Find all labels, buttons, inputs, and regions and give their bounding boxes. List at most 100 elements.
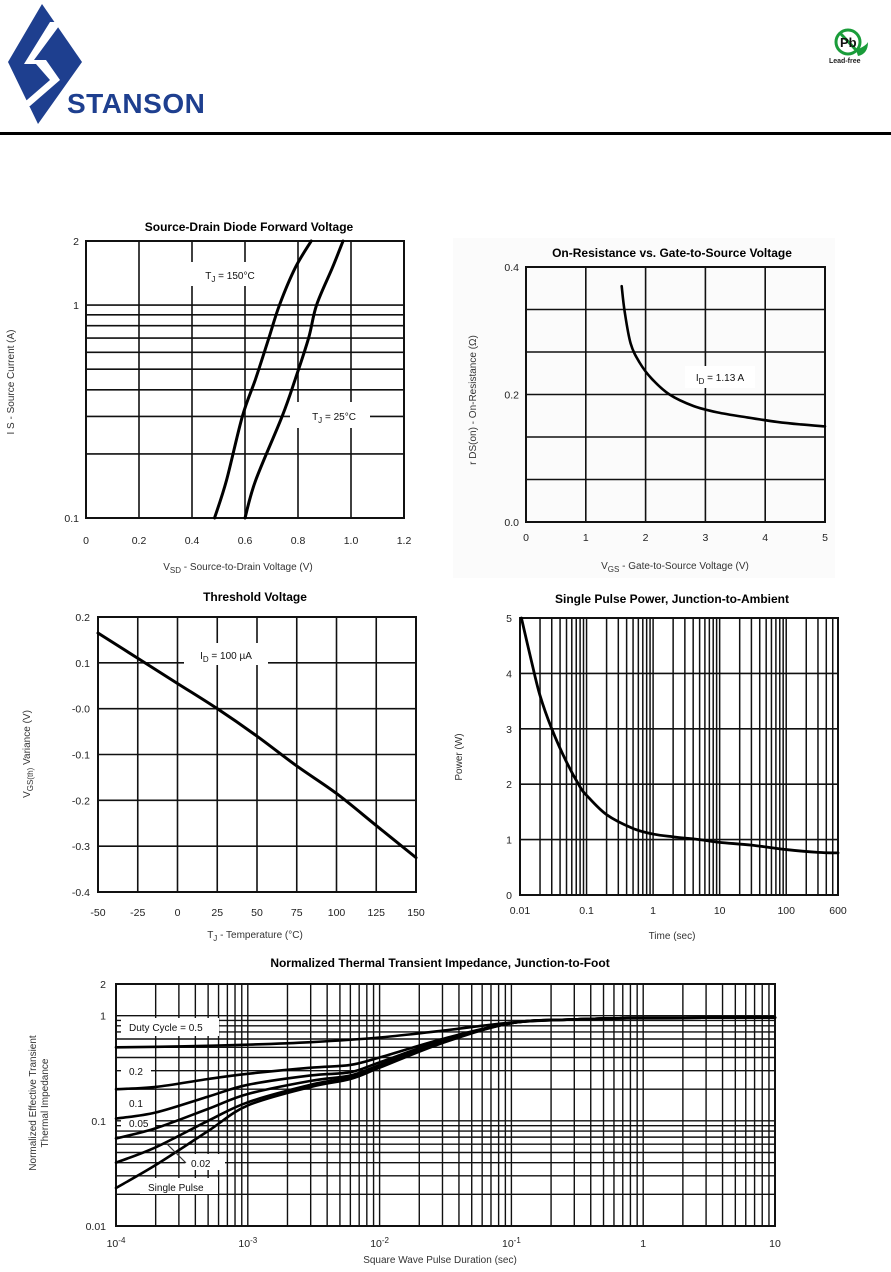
- rdson-curve: [620, 284, 827, 428]
- y-tick-label: -0.2: [72, 795, 90, 807]
- y-axis-label: I S - Source Current (A): [6, 329, 17, 434]
- y-tick-label: 1: [506, 835, 512, 847]
- y-tick-label: 2: [100, 979, 106, 991]
- label-background: [185, 1154, 225, 1170]
- lead-free-badge-icon: Pb: [834, 28, 868, 56]
- y-tick-label: -0.3: [72, 841, 90, 853]
- label-background: [190, 262, 272, 286]
- curve-label-150c: TJ = 150°C: [205, 271, 254, 284]
- y-tick-label: 0.2: [504, 390, 519, 402]
- chart-on-resistance: ID = 1.13 A On-Resistance vs. Gate-to-Sou…: [468, 246, 828, 574]
- lead-symbol: Pb: [840, 35, 857, 50]
- y-tick-label: 2: [506, 779, 512, 791]
- y-tick-label: 0.0: [504, 517, 519, 529]
- x-tick-label: 10-4: [107, 1236, 126, 1250]
- x-tick-label: 0: [523, 532, 529, 544]
- x-tick-label: 1: [640, 1238, 646, 1250]
- x-tick-label: 100: [777, 905, 795, 917]
- power-curve: [520, 616, 840, 855]
- x-tick-label: 3: [702, 532, 708, 544]
- x-tick-label: 0.1: [579, 905, 594, 917]
- x-tick-label: 100: [328, 907, 346, 919]
- plot-frame: [519, 617, 839, 896]
- y-tick-label: 1: [100, 1011, 106, 1023]
- y-axis-label: Power (W): [454, 733, 465, 780]
- x-tick-label: 0.2: [132, 535, 147, 547]
- y-tick-label: 4: [506, 668, 512, 680]
- plot-frame: [525, 266, 826, 523]
- y-axis-label: r DS(on) - On-Resistance (Ω): [468, 335, 479, 465]
- y-tick-label: 0.1: [64, 513, 79, 525]
- x-tick-label: 10-3: [238, 1236, 257, 1250]
- x-tick-label: 5: [822, 532, 828, 544]
- curve-label-single-pulse: Single Pulse: [148, 1183, 204, 1194]
- label-background: [140, 1178, 218, 1194]
- chart-single-pulse-power: Single Pulse Power, Junction-to-Ambient 0…: [454, 592, 847, 942]
- x-tick-label: 10-2: [370, 1236, 389, 1250]
- vth-line: [96, 631, 418, 860]
- label-background: [184, 643, 268, 665]
- label-background: [121, 1094, 151, 1110]
- chart-diode-forward-voltage: TJ = 150°C TJ = 25°C Source-Drain Diode Fo…: [6, 220, 411, 575]
- chart-title: On-Resistance vs. Gate-to-Source Voltage: [552, 246, 792, 260]
- y-axis-label-line2: Thermal Impedance: [40, 1058, 51, 1147]
- brand-name: STANSON: [67, 88, 206, 119]
- y-axis-label: VGS(th) Variance (V): [22, 710, 35, 798]
- y-tick-label: 0.1: [91, 1116, 106, 1128]
- x-tick-label: 0: [175, 907, 181, 919]
- y-tick-label: 2: [73, 236, 79, 248]
- x-axis-label: TJ - Temperature (°C): [207, 930, 303, 943]
- x-tick-label: 75: [291, 907, 303, 919]
- x-tick-label: 0: [83, 535, 89, 547]
- x-tick-label: 50: [251, 907, 263, 919]
- stanson-logo-icon: [8, 4, 82, 124]
- x-tick-label: 10: [714, 905, 726, 917]
- x-tick-label: 25: [211, 907, 223, 919]
- x-tick-label: 0.6: [238, 535, 253, 547]
- y-tick-label: 5: [506, 613, 512, 625]
- zth-curve-5: [114, 1016, 777, 1190]
- x-tick-label: 1: [583, 532, 589, 544]
- label-background: [290, 402, 370, 428]
- x-tick-label: 600: [829, 905, 847, 917]
- x-axis-label: VGS - Gate-to-Source Voltage (V): [601, 561, 749, 574]
- chart-thermal-impedance: Duty Cycle = 0.5 0.2 0.1 0.05 0.02 Single Pul…: [28, 956, 781, 1266]
- x-axis-label: Time (sec): [649, 931, 696, 942]
- y-tick-label: 0: [506, 890, 512, 902]
- y-tick-label: -0.0: [72, 704, 90, 716]
- curve-label-0-05: 0.05: [129, 1119, 149, 1130]
- curve-label-0-1: 0.1: [129, 1099, 143, 1110]
- y-tick-label: -0.4: [72, 887, 90, 899]
- x-tick-label: 4: [762, 532, 768, 544]
- x-tick-label: -25: [130, 907, 145, 919]
- y-tick-label: -0.1: [72, 750, 90, 762]
- chart-title: Threshold Voltage: [203, 590, 307, 604]
- chart-title: Source-Drain Diode Forward Voltage: [145, 220, 354, 234]
- chart-title: Normalized Thermal Transient Impedance, …: [270, 956, 609, 970]
- label-background: [121, 1062, 151, 1078]
- x-axis-label: Square Wave Pulse Duration (sec): [363, 1255, 517, 1266]
- lead-free-label: Lead-free: [829, 58, 861, 65]
- curve-label-0-2: 0.2: [129, 1067, 143, 1078]
- x-tick-label: 2: [643, 532, 649, 544]
- curve-label-id: ID = 100 µA: [200, 651, 252, 664]
- x-tick-label: 10-1: [502, 1236, 521, 1250]
- x-tick-label: 0.4: [185, 535, 200, 547]
- x-tick-label: -50: [90, 907, 105, 919]
- x-tick-label: 0.01: [510, 905, 531, 917]
- x-tick-label: 1.0: [344, 535, 359, 547]
- curve-label-id: ID = 1.13 A: [696, 373, 745, 386]
- header-divider: [0, 132, 891, 135]
- x-tick-label: 0.8: [291, 535, 306, 547]
- x-axis-label: VSD - Source-to-Drain Voltage (V): [163, 562, 313, 575]
- label-background: [685, 366, 755, 388]
- x-tick-label: 1.2: [397, 535, 412, 547]
- x-tick-label: 125: [367, 907, 385, 919]
- label-leader-line: [165, 1142, 187, 1164]
- diode-curve-150c: [213, 239, 313, 520]
- y-tick-label: 0.01: [86, 1221, 107, 1233]
- y-axis-label-line1: Normalized Effective Transient: [28, 1035, 39, 1171]
- plot-frame: [97, 616, 417, 893]
- curve-label-duty-0-5: Duty Cycle = 0.5: [129, 1023, 203, 1034]
